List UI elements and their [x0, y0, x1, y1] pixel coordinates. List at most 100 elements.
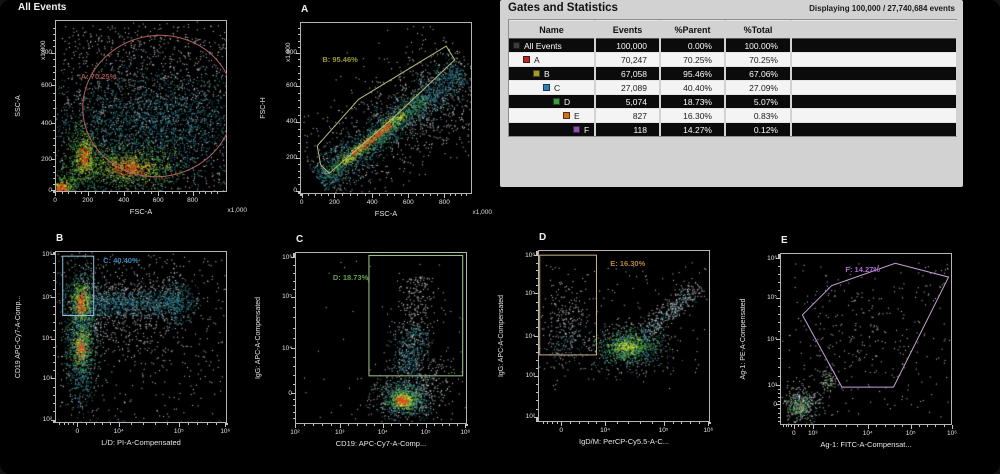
plot-e: E F: 14.27% 0 10³ 10⁴ 10⁵ 10⁶ Ag-1: FITC-A-Comp…	[735, 235, 970, 474]
y-axis-unit: x1,000	[285, 42, 292, 62]
gate-color-swatch-icon	[553, 98, 560, 106]
x-tick-label: 10³	[807, 430, 818, 437]
x-axis-label: Ag-1: FITC-A-Compensat...	[820, 440, 912, 449]
gate-row-b[interactable]: B 67,058 95.46% 67.06%	[509, 66, 958, 81]
y-tick-label: 10⁵	[525, 289, 535, 297]
gate-name: A	[534, 54, 540, 65]
y-tick-label: 10⁵	[282, 293, 292, 301]
x-tick-label: 10⁶	[703, 427, 714, 434]
gate-parent-value: 70.25%	[660, 52, 726, 67]
gate-events-value: 67,058	[595, 66, 661, 81]
column-header-events[interactable]: Events	[595, 20, 661, 39]
gate-total-value: 67.06%	[725, 66, 792, 81]
gate-row-c[interactable]: C 27,089 40.40% 27.09%	[509, 80, 958, 95]
gate-total-value: 27.09%	[725, 80, 792, 95]
gate-parent-value: 0.00%	[660, 38, 726, 53]
plot-title: B	[56, 233, 64, 244]
x-tick-label: 0	[75, 428, 80, 435]
density-scatter-canvas	[56, 21, 226, 191]
plot-title: C	[296, 234, 304, 245]
x-tick-label: 10⁴	[377, 429, 388, 436]
y-tick-label: 0	[773, 400, 777, 408]
gate-events-value: 100,000	[595, 38, 661, 53]
y-tick-label: 600	[41, 81, 52, 89]
gate-label: D: 18.73%	[332, 272, 369, 282]
gate-name: B	[544, 68, 550, 79]
y-axis-label: IgG: APC-A-Compensated	[498, 294, 505, 378]
y-tick-label: 10⁴	[766, 335, 777, 343]
gates-table-header: Name Events %Parent %Total	[509, 20, 958, 39]
x-tick-label: 10⁵	[658, 427, 669, 434]
x-tick-label: 10⁵	[905, 430, 916, 437]
x-tick-label: 600	[152, 197, 164, 204]
x-tick-label: 10⁶	[947, 430, 957, 437]
y-tick-label: 0	[48, 186, 52, 194]
y-tick-label: 10⁶	[282, 253, 292, 261]
plot-area[interactable]	[538, 250, 710, 422]
x-tick-label: 600	[402, 199, 414, 206]
gate-color-swatch-icon	[563, 112, 570, 120]
y-tick-label: 10⁴	[281, 344, 292, 352]
gate-row-all-events[interactable]: All Events 100,000 0.00% 100.00%	[509, 38, 958, 53]
gate-row-a[interactable]: A 70,247 70.25% 70.25%	[509, 52, 958, 67]
x-axis-unit: x1,000	[227, 207, 247, 214]
x-tick-label: 10⁴	[113, 428, 124, 435]
y-axis-label: FSC-H	[260, 97, 267, 119]
y-tick-label: 400	[286, 118, 297, 126]
gate-row-f[interactable]: F 118 14.27% 0.12%	[509, 122, 958, 136]
x-tick-label: 0	[559, 427, 564, 434]
gate-color-swatch-icon	[533, 70, 540, 78]
gate-events-value: 5,074	[595, 94, 661, 109]
column-header-parent[interactable]: %Parent	[660, 20, 726, 39]
gate-label: F: 14.27%	[845, 265, 880, 275]
y-tick-label: 0	[288, 389, 292, 397]
column-header-total[interactable]: %Total	[725, 20, 792, 39]
gate-color-swatch-icon	[513, 42, 520, 50]
plot-title: D	[539, 232, 547, 243]
x-tick-label: 800	[439, 199, 450, 206]
x-tick-label: 10⁵	[420, 429, 431, 436]
empty-cell	[791, 66, 958, 81]
column-header-name[interactable]: Name	[509, 20, 596, 39]
x-tick-label: 0	[299, 199, 304, 206]
empty-cell	[791, 52, 958, 67]
plot-area[interactable]	[295, 252, 467, 424]
y-axis-label: Ag-1: PE-A-Compensated	[740, 298, 747, 380]
y-tick-label: 10³	[525, 372, 535, 380]
x-tick-label: 10²	[290, 429, 300, 436]
gate-color-swatch-icon	[573, 126, 580, 134]
plot-area[interactable]	[55, 251, 227, 423]
x-axis-label: IgD/M: PerCP-Cy5.5-A-C...	[578, 437, 669, 446]
y-tick-label: 10⁶	[42, 250, 52, 258]
y-tick-label: 10⁵	[42, 293, 52, 301]
y-tick-label: 10⁵	[767, 294, 777, 302]
gate-name: E	[574, 110, 580, 121]
gate-row-e[interactable]: E 827 16.30% 0.83%	[509, 108, 958, 123]
x-tick-label: 10³	[335, 429, 345, 436]
plot-area[interactable]	[780, 253, 952, 425]
empty-cell	[791, 108, 958, 123]
y-tick-label: 800	[41, 49, 52, 57]
plot-area[interactable]	[55, 20, 227, 192]
gate-name: D	[564, 96, 571, 107]
gate-label: C: 40.40%	[103, 256, 139, 266]
gate-label: E: 16.30%	[610, 258, 646, 268]
density-scatter-canvas	[296, 253, 466, 423]
gate-parent-value: 16.30%	[660, 108, 726, 123]
gate-row-d[interactable]: D 5,074 18.73% 5.07%	[509, 94, 958, 109]
plot-title: E	[781, 235, 788, 246]
column-header-empty	[791, 20, 958, 39]
x-tick-label: 0	[791, 430, 796, 437]
x-tick-label: 200	[328, 199, 340, 206]
gate-name: All Events	[524, 40, 562, 51]
gate-name: F	[584, 124, 590, 135]
x-tick-label: 10⁶	[460, 429, 471, 436]
plot-d: D E: 16.30% 0 10⁴ 10⁵ 10⁶ IgD/M: PerCP-Cy5.5-A…	[493, 232, 728, 472]
gate-parent-value: 14.27%	[660, 122, 726, 136]
gate-label: B: 95.46%	[322, 54, 358, 64]
y-tick-label: 200	[286, 154, 297, 162]
plot-area[interactable]	[300, 22, 472, 194]
gate-parent-value: 18.73%	[660, 94, 726, 109]
y-tick-label: 0	[293, 187, 297, 195]
plot-b: B C: 40.40% 0 10⁴ 10⁵ 10⁶ L/D: PI-A-Compensate…	[10, 233, 245, 473]
